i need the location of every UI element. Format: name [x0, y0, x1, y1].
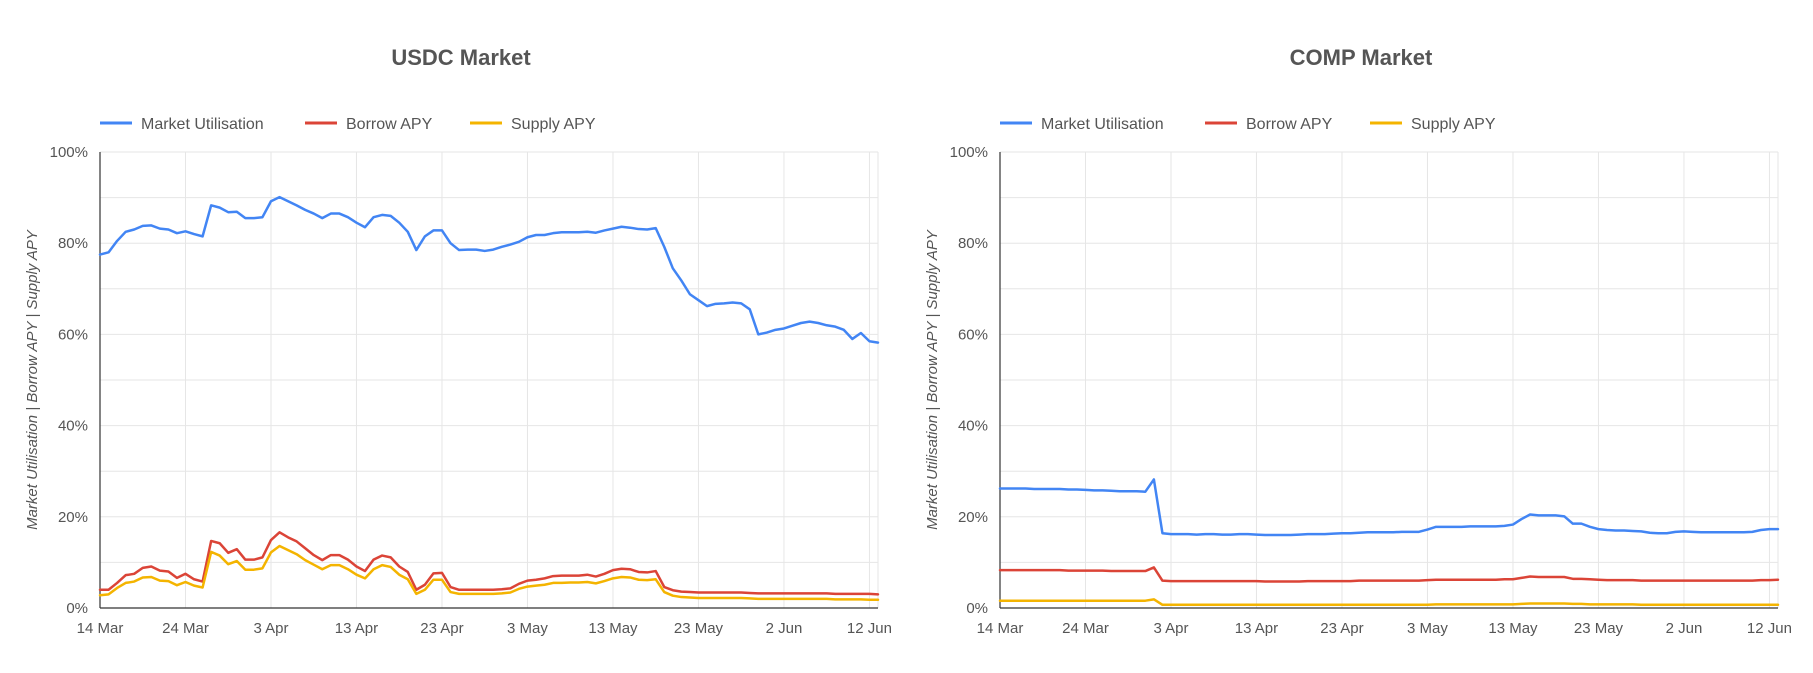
x-tick-label: 12 Jun — [1747, 620, 1792, 637]
y-tick-label: 60% — [958, 326, 988, 343]
x-tick-label: 23 May — [674, 620, 724, 637]
y-tick-label: 100% — [50, 144, 88, 161]
x-tick-label: 14 Mar — [77, 620, 124, 637]
y-axis-label: Market Utilisation | Borrow APY | Supply… — [924, 229, 941, 530]
usdc-market-chart: USDC Market Market Utilisation Borrow APY S… — [24, 45, 892, 637]
y-tick-label: 0% — [66, 600, 88, 617]
x-tick-label: 14 Mar — [977, 620, 1024, 637]
legend-label: Borrow APY — [1246, 116, 1333, 133]
x-tick-label: 24 Mar — [1062, 620, 1109, 637]
x-tick-label: 2 Jun — [1666, 620, 1703, 637]
series-line-utilisation[interactable] — [998, 478, 1780, 537]
x-tick-label: 23 May — [1574, 620, 1624, 637]
x-tick-label: 23 Apr — [420, 620, 463, 637]
chart-title: USDC Market — [391, 45, 531, 70]
x-tick-label: 13 Apr — [335, 620, 378, 637]
y-axis-label: Market Utilisation | Borrow APY | Supply… — [24, 229, 41, 530]
y-tick-label: 100% — [950, 144, 988, 161]
comp-market-chart: COMP Market Market Utilisation Borrow APY S… — [924, 45, 1792, 637]
legend-label: Borrow APY — [346, 116, 433, 133]
legend-label: Supply APY — [1411, 116, 1496, 133]
x-tick-label: 13 May — [588, 620, 638, 637]
x-tick-label: 3 May — [1407, 620, 1448, 637]
y-tick-label: 40% — [958, 418, 988, 435]
y-tick-label: 20% — [58, 509, 88, 526]
y-tick-label: 40% — [58, 418, 88, 435]
legend-item-borrow[interactable]: Borrow APY — [1205, 116, 1333, 133]
x-tick-label: 3 Apr — [1153, 620, 1188, 637]
legend-item-utilisation[interactable]: Market Utilisation — [1000, 116, 1164, 133]
x-tick-label: 13 Apr — [1235, 620, 1278, 637]
legend-item-borrow[interactable]: Borrow APY — [305, 116, 433, 133]
y-tick-label: 80% — [58, 235, 88, 252]
series-line-borrow[interactable] — [998, 566, 1780, 583]
x-tick-label: 23 Apr — [1320, 620, 1363, 637]
legend-item-supply[interactable]: Supply APY — [470, 116, 596, 133]
x-tick-label: 24 Mar — [162, 620, 209, 637]
x-tick-label: 2 Jun — [766, 620, 803, 637]
series-line-supply[interactable] — [98, 544, 880, 602]
y-tick-label: 0% — [966, 600, 988, 617]
series-line-supply[interactable] — [998, 598, 1780, 607]
x-tick-label: 3 May — [507, 620, 548, 637]
x-tick-label: 12 Jun — [847, 620, 892, 637]
legend-item-supply[interactable]: Supply APY — [1370, 116, 1496, 133]
legend-item-utilisation[interactable]: Market Utilisation — [100, 116, 264, 133]
y-tick-label: 60% — [58, 326, 88, 343]
series-line-utilisation[interactable] — [98, 195, 880, 344]
chart-title: COMP Market — [1290, 45, 1433, 70]
legend-label: Supply APY — [511, 116, 596, 133]
y-tick-label: 20% — [958, 509, 988, 526]
series-line-borrow[interactable] — [98, 531, 880, 596]
legend-label: Market Utilisation — [141, 116, 264, 133]
y-tick-label: 80% — [958, 235, 988, 252]
x-tick-label: 13 May — [1488, 620, 1538, 637]
x-tick-label: 3 Apr — [253, 620, 288, 637]
legend-label: Market Utilisation — [1041, 116, 1164, 133]
